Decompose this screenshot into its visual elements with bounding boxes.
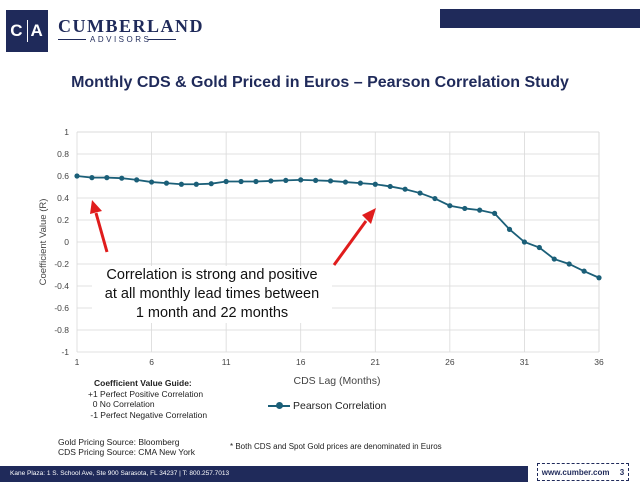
data-point bbox=[521, 239, 528, 245]
series-line bbox=[76, 175, 600, 279]
data-point bbox=[581, 268, 587, 274]
x-tick-label: 36 bbox=[594, 357, 604, 367]
data-point bbox=[208, 181, 214, 187]
y-tick-label: -0.2 bbox=[54, 259, 69, 269]
footer-url[interactable]: www.cumber.com bbox=[541, 468, 610, 477]
guide-line-none: 0 No Correlation bbox=[88, 399, 155, 409]
data-point bbox=[327, 178, 334, 184]
data-point bbox=[104, 175, 110, 181]
header-accent-bar bbox=[440, 9, 640, 28]
data-point bbox=[193, 181, 199, 187]
guide-line-positive: +1 Perfect Positive Correlation bbox=[88, 388, 204, 399]
data-point bbox=[566, 261, 572, 267]
data-point bbox=[342, 179, 349, 185]
data-point bbox=[596, 275, 602, 281]
y-tick-labels: 1 0.8 0.6 0.4 0.2 0 -0.2 -0.4 -0.6 -0.8 -1 bbox=[54, 127, 69, 357]
page-number: 3 bbox=[619, 468, 625, 477]
data-point bbox=[492, 210, 498, 216]
data-point bbox=[417, 190, 423, 196]
y-tick-label: 0 bbox=[64, 237, 69, 247]
y-tick-label: -1 bbox=[61, 347, 69, 357]
data-point bbox=[357, 180, 363, 186]
brand-rule-left bbox=[58, 39, 86, 40]
data-point bbox=[134, 177, 140, 183]
logo-separator bbox=[26, 20, 28, 42]
correlation-callout: Correlation is strong and positive at al… bbox=[92, 266, 332, 323]
data-point bbox=[283, 177, 289, 183]
data-point bbox=[163, 180, 170, 186]
coefficient-guide: Coefficient Value Guide: +1 Perfect Posi… bbox=[88, 378, 207, 420]
data-point bbox=[298, 177, 304, 183]
x-tick-labels: 1 6 11 16 21 26 31 36 bbox=[75, 357, 604, 367]
y-tick-label: 0.8 bbox=[57, 149, 69, 159]
guide-title: Coefficient Value Guide: bbox=[94, 378, 192, 388]
data-point bbox=[477, 207, 483, 213]
data-point bbox=[313, 177, 319, 183]
callout-line-3: 1 month and 22 months bbox=[135, 305, 289, 321]
series-pearson-correlation bbox=[74, 173, 602, 281]
annotation-arrow-right bbox=[332, 208, 376, 266]
legend-swatch bbox=[268, 402, 290, 409]
y-tick-label: -0.8 bbox=[54, 325, 69, 335]
x-tick-label: 26 bbox=[445, 357, 455, 367]
callout-line-1: Correlation is strong and positive bbox=[106, 267, 318, 283]
annotation-arrow-left bbox=[90, 200, 109, 253]
x-tick-label: 11 bbox=[222, 357, 231, 367]
x-tick-label: 21 bbox=[371, 357, 381, 367]
cds-source: CDS Pricing Source: CMA New York bbox=[58, 447, 195, 457]
data-point bbox=[253, 178, 259, 185]
x-tick-label: 31 bbox=[520, 357, 530, 367]
data-point bbox=[223, 178, 229, 185]
x-tick-label: 16 bbox=[296, 357, 306, 367]
x-axis-label: CDS Lag (Months) bbox=[294, 375, 381, 387]
page-title: Monthly CDS & Gold Priced in Euros – Pea… bbox=[71, 74, 569, 91]
logo-letter-a: A bbox=[30, 21, 44, 40]
gold-source: Gold Pricing Source: Bloomberg bbox=[58, 437, 180, 447]
data-point bbox=[402, 186, 408, 192]
x-tick-label: 6 bbox=[149, 357, 154, 367]
data-point bbox=[551, 256, 557, 262]
y-tick-label: -0.4 bbox=[54, 281, 69, 291]
y-tick-label: -0.6 bbox=[54, 303, 69, 313]
data-point bbox=[387, 183, 393, 190]
x-tick-label: 1 bbox=[75, 357, 80, 367]
footer-url-box: www.cumber.com 3 bbox=[537, 463, 629, 481]
footer-bar: Kane Plaza: 1 S. School Ave, Ste 900 Sar… bbox=[0, 466, 528, 482]
data-point bbox=[119, 175, 125, 181]
callout-line-2: at all monthly lead times between bbox=[104, 286, 320, 302]
data-point bbox=[89, 175, 95, 181]
data-point bbox=[372, 181, 378, 187]
data-point bbox=[447, 203, 453, 209]
y-tick-label: 0.4 bbox=[57, 193, 69, 203]
y-tick-label: 0.6 bbox=[57, 171, 69, 181]
data-point bbox=[148, 179, 155, 185]
logo-letter-c: C bbox=[10, 21, 24, 40]
y-tick-label: 0.2 bbox=[57, 215, 69, 225]
data-point bbox=[536, 244, 542, 251]
brand-name: CUMBERLAND bbox=[58, 16, 205, 36]
data-point bbox=[268, 178, 274, 184]
data-point bbox=[432, 195, 438, 202]
brand-subtitle: ADVISORS bbox=[90, 35, 152, 44]
y-tick-label: 1 bbox=[64, 127, 69, 137]
cumberland-logo: C A bbox=[6, 10, 48, 52]
chart-grid bbox=[76, 131, 600, 353]
y-axis-label: Coefficient Value (R) bbox=[38, 199, 49, 286]
data-point bbox=[506, 226, 513, 232]
legend-label: Pearson Correlation bbox=[293, 400, 387, 412]
pricing-sources: Gold Pricing Source: Bloomberg CDS Prici… bbox=[58, 437, 195, 457]
guide-line-negative: -1 Perfect Negative Correlation bbox=[88, 409, 208, 420]
data-point bbox=[238, 178, 244, 185]
data-point bbox=[462, 205, 468, 212]
data-point bbox=[178, 181, 184, 187]
data-point bbox=[74, 173, 80, 179]
euro-note: * Both CDS and Spot Gold prices are deno… bbox=[230, 442, 442, 451]
footer-address: Kane Plaza: 1 S. School Ave, Ste 900 Sar… bbox=[10, 470, 230, 477]
brand-rule-right bbox=[148, 39, 176, 40]
chart-legend: Pearson Correlation bbox=[268, 400, 386, 412]
